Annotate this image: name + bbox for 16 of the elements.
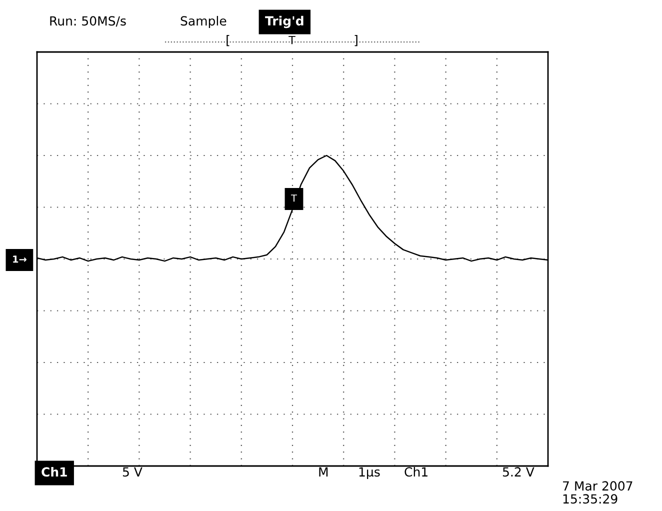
text: 5.2 V bbox=[502, 467, 534, 477]
text: 5 V bbox=[122, 467, 142, 477]
text: Ch1 bbox=[42, 466, 67, 477]
text: 7 Mar 2007 bbox=[563, 481, 632, 491]
text: [ bbox=[226, 34, 230, 46]
text: Run: 50MS/s bbox=[50, 16, 126, 27]
text: Trig'd bbox=[265, 16, 304, 28]
text: 15:35:29 bbox=[563, 494, 618, 504]
text: 1µs bbox=[359, 467, 380, 480]
text: 1→ bbox=[13, 256, 26, 263]
text: T bbox=[288, 36, 296, 44]
text: M bbox=[319, 467, 328, 476]
text: Ch1 bbox=[404, 466, 428, 477]
text: Sample bbox=[180, 16, 226, 28]
annotation: T bbox=[291, 194, 297, 202]
text: ] bbox=[354, 34, 358, 46]
